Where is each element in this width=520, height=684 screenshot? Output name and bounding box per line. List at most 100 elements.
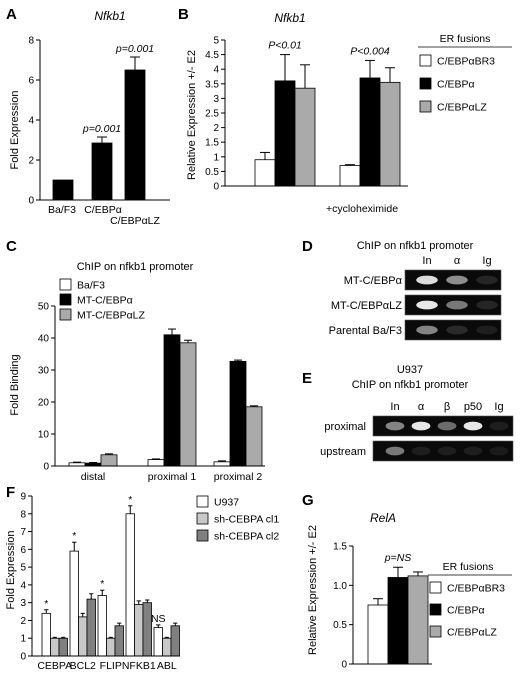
panel-b-cat-label: +cycloheximide (326, 203, 398, 215)
panel-c-y-tick-label: 50 (38, 302, 50, 313)
panel-f-bar (162, 637, 172, 657)
panel-f-annotation: * (128, 494, 132, 506)
panel-f-x-tick-label: CEBPA (37, 660, 72, 672)
panel-g: G RelA Relative Expression +/- E2 0 0.5 1.… (302, 492, 512, 671)
panel-c-title: ChIP on nfkb1 promoter (77, 261, 194, 273)
panel-d-lane-label: In (422, 255, 431, 267)
panel-a-bar (52, 179, 74, 201)
panel-e-band (437, 446, 457, 456)
panel-f-y-tick-label: 1 (20, 634, 26, 645)
panel-b-bar (359, 77, 381, 187)
panel-f-y-tick-label: 6 (20, 545, 26, 556)
panel-f-bar (41, 612, 51, 657)
panel-f-bar (142, 602, 152, 657)
panel-g-legend-label: C/EBPα (447, 605, 485, 617)
panel-f: F Fold Expression 0 1 2 3 4 5 6 7 8 9 * * * * NS CEBP… (5, 484, 279, 672)
panel-c-legend-label: MT-C/EBPα (77, 295, 133, 307)
panel-f-x-tick-label: BCL2 (70, 660, 96, 672)
panel-e-row-label: proximal (324, 421, 366, 433)
panel-f-bar (106, 637, 116, 657)
panel-f-bar (86, 598, 96, 657)
panel-g-legend-label: C/EBPαBR3 (447, 583, 505, 595)
panel-c-x-tick-label: proximal 1 (148, 471, 197, 483)
panel-d-band (416, 275, 438, 285)
panel-b-y-tick-label: 0 (213, 182, 219, 193)
panel-e-band (385, 421, 405, 431)
panel-g-title: RelA (370, 511, 396, 525)
panel-c-legend-swatch (59, 278, 72, 291)
panel-f-bar (50, 637, 60, 657)
panel-f-legend-swatch (196, 512, 209, 525)
panel-f-legend-label: sh-CEBPA cl2 (214, 531, 279, 543)
panel-f-x-tick-label: FLIP (100, 660, 122, 672)
panel-e-title: ChIP on nfkb1 promoter (352, 379, 469, 391)
panel-d-lane-label: Ig (482, 255, 491, 267)
panel-f-y-tick-label: 9 (20, 492, 26, 503)
panel-d-letter: D (302, 238, 313, 255)
panel-b-y-tick-label: 4.5 (205, 50, 219, 61)
panel-f-ylabel: Fold Expression (5, 531, 17, 610)
panel-b-bar (274, 80, 296, 187)
panel-d-row-label: MT-C/EBPαLZ (331, 300, 402, 312)
panel-a-y-tick-label: 4 (28, 116, 34, 127)
panel-d-band (416, 325, 438, 335)
panel-d-row-label: MT-C/EBPα (344, 275, 403, 287)
panel-f-legend-label: sh-CEBPA cl1 (214, 514, 279, 526)
panel-e: E U937 ChIP on nfkb1 promoter In α β p50 Ig p… (302, 364, 514, 462)
panel-d-title: ChIP on nfkb1 promoter (357, 240, 474, 252)
panel-c-legend-label: Ba/F3 (77, 280, 105, 292)
panel-c-x-tick-label: proximal 2 (214, 471, 263, 483)
panel-f-bar (78, 616, 88, 657)
panel-f-legend-label: U937 (214, 497, 239, 509)
panel-f-y-tick-label: 7 (20, 527, 26, 538)
panel-a-bar (124, 69, 146, 201)
panel-c-x-tick-label: distal (81, 471, 106, 483)
panel-f-bar (153, 627, 163, 657)
panel-b-title: Nfkb1 (274, 11, 305, 25)
panel-g-y-tick-label: 0 (341, 660, 347, 671)
panel-d-band (446, 275, 468, 285)
panel-f-y-tick-label: 8 (20, 509, 26, 520)
panel-d-lane-label: α (454, 255, 461, 267)
panel-b-y-tick-label: 0.5 (205, 167, 219, 178)
panel-b-y-tick-label: 5 (213, 36, 219, 47)
panel-b-legend-swatch (419, 54, 432, 67)
panel-g-ylabel: Relative Expression +/- E2 (307, 525, 319, 655)
panel-d-band (446, 325, 468, 335)
panel-g-legend-swatch (429, 581, 442, 594)
panel-e-band (411, 421, 431, 431)
panel-e-lane-label: In (390, 401, 399, 413)
panel-a-cat-label: C/EBPα (84, 204, 122, 216)
panel-c-legend-swatch (59, 293, 72, 306)
panel-g-pvalue: p=NS (384, 552, 412, 564)
panel-a-title: Nfkb1 (94, 9, 125, 23)
panel-e-lane-label: β (444, 401, 450, 413)
panel-b-bar (379, 81, 401, 187)
panel-c-bar (100, 454, 118, 467)
panel-b-pvalue: P<0.01 (268, 40, 302, 52)
panel-e-band (489, 446, 509, 456)
panel-f-legend-swatch (196, 529, 209, 542)
panel-g-legend-swatch (429, 603, 442, 616)
panel-e-lane-label: α (418, 401, 425, 413)
panel-a-pvalue: p=0.001 (82, 123, 121, 135)
panel-b-legend-title: ER fusions (440, 33, 491, 45)
panel-f-bar (125, 513, 135, 657)
panel-b-legend-swatch (419, 77, 432, 90)
panel-f-bar (114, 625, 124, 657)
panel-b-pvalue: P<0.004 (350, 45, 390, 57)
panel-e-band (437, 421, 457, 431)
panel-b-y-tick-label: 2.5 (205, 109, 219, 120)
panel-e-lane-label: Ig (494, 401, 503, 413)
panel-g-legend-title: ER fusions (443, 561, 494, 573)
panel-e-band (463, 421, 483, 431)
panel-b-y-tick-label: 4 (213, 65, 219, 76)
panel-d-band (476, 300, 498, 310)
panel-b-bar (339, 165, 361, 187)
panel-g-legend-swatch (429, 625, 442, 638)
panel-c-y-tick-label: 20 (38, 398, 50, 409)
panel-c-bar (163, 334, 181, 467)
panel-f-y-tick-label: 5 (20, 563, 26, 574)
panel-b-legend-label: C/EBPαBR3 (437, 56, 495, 68)
panel-d: D ChIP on nfkb1 promoter In α Ig MT-C/EBPα M… (302, 238, 502, 341)
